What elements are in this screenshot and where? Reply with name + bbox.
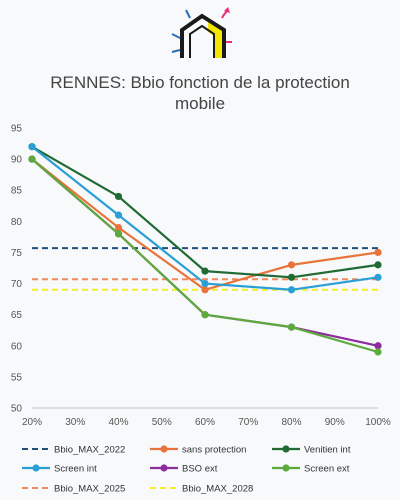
data-point-screen-ext (287, 323, 296, 331)
y-tick-label: 75 (11, 248, 23, 259)
y-tick-label: 85 (11, 186, 23, 197)
data-point-sans-protection (287, 261, 296, 269)
data-point-venitien-int (201, 267, 209, 275)
x-tick-label: 70% (238, 417, 258, 428)
x-tick-label: 30% (65, 417, 85, 428)
y-tick-label: 55 (11, 372, 23, 383)
x-tick-label: 20% (22, 417, 42, 428)
arrow-out-head (224, 7, 230, 13)
series-line-venitien-int (31, 145, 379, 279)
chart-title: RENNES: Bbio fonction de la protection m… (20, 72, 380, 114)
data-point-venitien-int (114, 192, 123, 201)
house-insulation-icon (171, 7, 232, 58)
x-tick-label: 40% (108, 417, 128, 428)
data-point-screen-ext (374, 348, 382, 356)
legend-marker-sans-protection (160, 445, 168, 453)
y-tick-label: 65 (11, 310, 23, 321)
chart-title-line-1: RENNES: Bbio fonction de la protection (50, 73, 350, 92)
arrow-in-bottom-icon (171, 49, 181, 53)
data-point-venitien-int (287, 273, 296, 281)
legend-label-sans-protection: sans protection (182, 445, 246, 456)
house-outline (180, 13, 226, 58)
legend-marker-venitien-int (282, 445, 290, 453)
legend-label-screen-int: Screen int (54, 464, 97, 475)
legend-label-venitien-int: Venitien int (304, 445, 351, 456)
y-tick-label: 95 (11, 124, 23, 135)
data-point-sans-protection (201, 286, 209, 294)
legend-label-bso-ext: BSO ext (182, 464, 218, 475)
data-point-venitien-int (374, 261, 382, 269)
data-point-screen-int (114, 211, 123, 219)
legend-label-screen-ext: Screen ext (304, 464, 350, 475)
y-tick-label: 60 (11, 341, 23, 352)
house-inner-outline (189, 24, 215, 58)
legend-label-bbio_max_2022: Bbio_MAX_2022 (54, 445, 125, 456)
y-tick-label: 80 (11, 217, 23, 228)
x-tick-label: 50% (152, 417, 172, 428)
data-point-screen-int (374, 273, 382, 281)
x-tick-label: 100% (365, 417, 391, 428)
data-point-screen-int (28, 143, 36, 151)
data-point-sans-protection (374, 248, 382, 257)
y-tick-label: 90 (11, 155, 23, 166)
data-point-screen-ext (114, 230, 123, 238)
data-point-screen-ext (28, 155, 36, 163)
data-point-bso-ext (374, 342, 382, 350)
data-point-screen-int (287, 286, 296, 294)
legend-label-bbio_max_2025: Bbio_MAX_2025 (54, 484, 125, 495)
arrow-in-top-icon (185, 9, 191, 19)
y-tick-label: 50 (11, 404, 23, 415)
x-tick-label: 60% (195, 417, 215, 428)
data-point-screen-ext (201, 311, 209, 319)
data-point-sans-protection (114, 223, 123, 232)
legend-marker-screen-ext (282, 464, 290, 472)
arrow-in-side-icon (171, 33, 181, 39)
data-point-screen-int (201, 279, 209, 288)
x-tick-label: 90% (325, 417, 345, 428)
x-tick-label: 80% (281, 417, 301, 428)
legend-label-bbio_max_2028: Bbio_MAX_2028 (182, 484, 253, 495)
chart-title-line-2: mobile (174, 94, 226, 113)
legend-marker-screen-int (32, 464, 40, 472)
y-tick-label: 70 (11, 279, 23, 290)
legend-marker-bso-ext (160, 464, 168, 472)
